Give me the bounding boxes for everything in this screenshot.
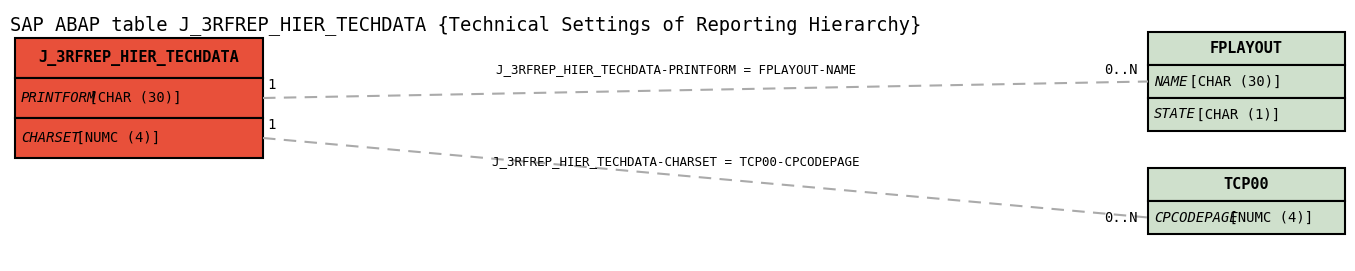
Bar (15, 118, 263, 158)
Text: NAME: NAME (1154, 75, 1187, 89)
Text: SAP ABAP table J_3RFREP_HIER_TECHDATA {Technical Settings of Reporting Hierarchy: SAP ABAP table J_3RFREP_HIER_TECHDATA {T… (9, 15, 921, 35)
Bar (15, 78, 263, 118)
Bar (1148, 65, 1346, 98)
Text: [NUMC (4)]: [NUMC (4)] (1221, 211, 1313, 224)
Text: CHARSET: CHARSET (20, 131, 80, 145)
Text: CPCODEPAGE: CPCODEPAGE (1154, 211, 1237, 224)
Text: 1: 1 (267, 118, 275, 132)
Text: J_3RFREP_HIER_TECHDATA: J_3RFREP_HIER_TECHDATA (39, 50, 240, 66)
Bar (1148, 32, 1346, 65)
Text: 0..N: 0..N (1104, 211, 1137, 225)
Text: 1: 1 (267, 78, 275, 92)
Text: [NUMC (4)]: [NUMC (4)] (68, 131, 160, 145)
Text: [CHAR (1)]: [CHAR (1)] (1187, 108, 1279, 121)
Text: [CHAR (30)]: [CHAR (30)] (1180, 75, 1282, 89)
Text: STATE: STATE (1154, 108, 1196, 121)
Text: [CHAR (30)]: [CHAR (30)] (81, 91, 182, 105)
Bar (1148, 168, 1346, 201)
Text: J_3RFREP_HIER_TECHDATA-CHARSET = TCP00-CPCODEPAGE: J_3RFREP_HIER_TECHDATA-CHARSET = TCP00-C… (492, 155, 859, 168)
Text: J_3RFREP_HIER_TECHDATA-PRINTFORM = FPLAYOUT-NAME: J_3RFREP_HIER_TECHDATA-PRINTFORM = FPLAY… (496, 63, 855, 76)
Text: TCP00: TCP00 (1224, 177, 1270, 192)
Bar (15, 38, 263, 78)
Text: PRINTFORM: PRINTFORM (20, 91, 96, 105)
Text: FPLAYOUT: FPLAYOUT (1210, 41, 1283, 56)
Bar (1148, 201, 1346, 234)
Bar (1148, 98, 1346, 131)
Text: 0..N: 0..N (1104, 63, 1137, 76)
